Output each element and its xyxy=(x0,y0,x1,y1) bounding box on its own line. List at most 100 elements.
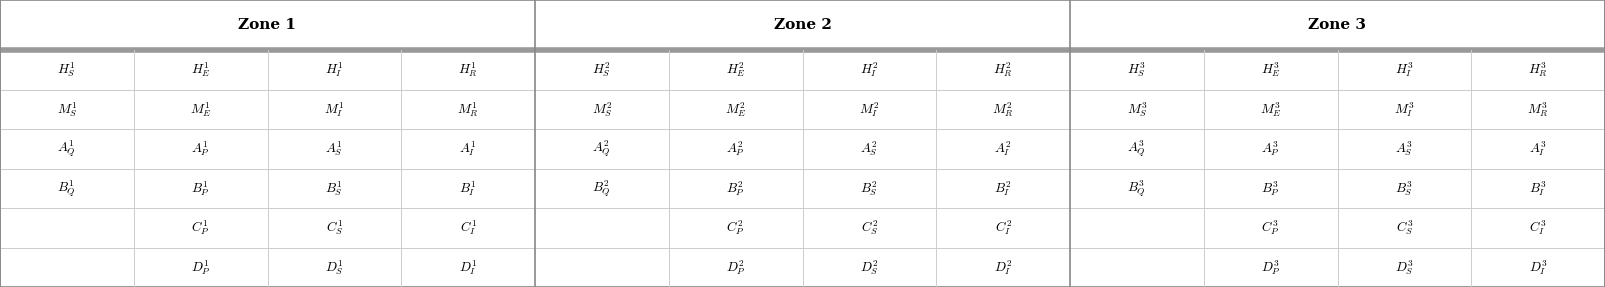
Text: Zone 2: Zone 2 xyxy=(774,18,831,32)
Text: $M_I^2$: $M_I^2$ xyxy=(859,100,880,119)
Bar xyxy=(1204,169,1337,208)
Bar xyxy=(534,0,1071,50)
Bar xyxy=(1337,129,1472,169)
Text: $M_S^1$: $M_S^1$ xyxy=(56,100,77,119)
Text: $A_I^2$: $A_I^2$ xyxy=(995,139,1011,158)
Bar xyxy=(0,169,133,208)
Bar xyxy=(1071,208,1204,247)
Bar xyxy=(534,129,669,169)
Text: $M_S^3$: $M_S^3$ xyxy=(1127,100,1148,119)
Text: $A_I^1$: $A_I^1$ xyxy=(459,139,477,158)
Bar xyxy=(1071,247,1204,287)
Bar xyxy=(1071,50,1204,90)
Text: $A_P^1$: $A_P^1$ xyxy=(191,139,210,158)
Bar xyxy=(401,50,534,90)
Bar xyxy=(1204,90,1337,129)
Bar xyxy=(534,208,669,247)
Text: $H_S^2$: $H_S^2$ xyxy=(592,61,612,79)
Bar xyxy=(802,50,936,90)
Text: $C_I^2$: $C_I^2$ xyxy=(995,218,1011,237)
Text: $M_E^1$: $M_E^1$ xyxy=(189,100,212,119)
Bar xyxy=(1472,129,1605,169)
Text: $C_S^1$: $C_S^1$ xyxy=(326,218,343,237)
Text: $C_P^3$: $C_P^3$ xyxy=(1262,218,1279,237)
Bar xyxy=(133,50,268,90)
Text: $D_S^2$: $D_S^2$ xyxy=(860,258,880,277)
Bar xyxy=(1472,90,1605,129)
Bar xyxy=(0,0,534,50)
Text: $C_I^1$: $C_I^1$ xyxy=(459,218,477,237)
Text: $M_I^1$: $M_I^1$ xyxy=(324,100,345,119)
Text: $H_S^1$: $H_S^1$ xyxy=(58,61,77,79)
Bar xyxy=(936,129,1071,169)
Bar xyxy=(1472,169,1605,208)
Bar xyxy=(1204,129,1337,169)
Text: $A_P^3$: $A_P^3$ xyxy=(1262,139,1281,158)
Bar xyxy=(802,247,936,287)
Text: $B_P^2$: $B_P^2$ xyxy=(725,179,745,198)
Bar xyxy=(1337,50,1472,90)
Bar xyxy=(534,247,669,287)
Bar xyxy=(133,208,268,247)
Bar xyxy=(268,247,401,287)
Text: $M_R^2$: $M_R^2$ xyxy=(992,100,1014,119)
Text: $B_P^3$: $B_P^3$ xyxy=(1262,179,1281,198)
Bar xyxy=(802,129,936,169)
Bar xyxy=(1337,90,1472,129)
Bar xyxy=(0,50,133,90)
Text: $H_E^2$: $H_E^2$ xyxy=(725,61,746,79)
Text: $B_I^1$: $B_I^1$ xyxy=(459,179,477,198)
Bar xyxy=(401,129,534,169)
Text: $B_I^2$: $B_I^2$ xyxy=(995,179,1011,198)
Text: $C_P^1$: $C_P^1$ xyxy=(191,218,210,237)
Text: $C_S^3$: $C_S^3$ xyxy=(1396,218,1412,237)
Bar xyxy=(1071,90,1204,129)
Bar xyxy=(534,90,669,129)
Text: $A_Q^2$: $A_Q^2$ xyxy=(592,139,612,159)
Bar xyxy=(268,208,401,247)
Bar xyxy=(669,129,802,169)
Text: $D_I^1$: $D_I^1$ xyxy=(459,258,477,277)
Text: $D_S^3$: $D_S^3$ xyxy=(1395,258,1414,277)
Text: Zone 1: Zone 1 xyxy=(239,18,297,32)
Bar xyxy=(669,169,802,208)
Bar xyxy=(1071,169,1204,208)
Text: $D_P^1$: $D_P^1$ xyxy=(191,258,210,277)
Bar xyxy=(133,90,268,129)
Text: $A_Q^1$: $A_Q^1$ xyxy=(58,139,77,159)
Text: $B_Q^1$: $B_Q^1$ xyxy=(58,178,77,199)
Text: $H_I^1$: $H_I^1$ xyxy=(326,61,343,79)
Bar xyxy=(1204,50,1337,90)
Text: $M_S^2$: $M_S^2$ xyxy=(592,100,612,119)
Bar xyxy=(1337,169,1472,208)
Bar xyxy=(401,208,534,247)
Bar xyxy=(669,247,802,287)
Bar xyxy=(268,90,401,129)
Bar xyxy=(802,208,936,247)
Text: $B_Q^2$: $B_Q^2$ xyxy=(592,178,612,199)
Text: $A_P^2$: $A_P^2$ xyxy=(725,139,745,158)
Bar xyxy=(268,50,401,90)
Bar xyxy=(0,208,133,247)
Bar xyxy=(1204,208,1337,247)
Bar xyxy=(936,247,1071,287)
Text: $B_S^1$: $B_S^1$ xyxy=(326,179,343,198)
Text: $B_P^1$: $B_P^1$ xyxy=(191,179,210,198)
Text: $H_S^3$: $H_S^3$ xyxy=(1127,61,1146,79)
Bar xyxy=(1071,0,1605,50)
Bar xyxy=(1204,247,1337,287)
Text: $C_P^2$: $C_P^2$ xyxy=(727,218,745,237)
Bar xyxy=(1337,208,1472,247)
Text: $D_P^2$: $D_P^2$ xyxy=(725,258,745,277)
Bar xyxy=(401,169,534,208)
Text: $D_I^2$: $D_I^2$ xyxy=(993,258,1013,277)
Bar xyxy=(669,90,802,129)
Bar xyxy=(669,50,802,90)
Bar xyxy=(133,129,268,169)
Text: $D_I^3$: $D_I^3$ xyxy=(1530,258,1547,277)
Bar xyxy=(401,90,534,129)
Bar xyxy=(802,169,936,208)
Text: $H_E^3$: $H_E^3$ xyxy=(1260,61,1281,79)
Text: $A_S^1$: $A_S^1$ xyxy=(326,139,343,158)
Bar xyxy=(534,50,669,90)
